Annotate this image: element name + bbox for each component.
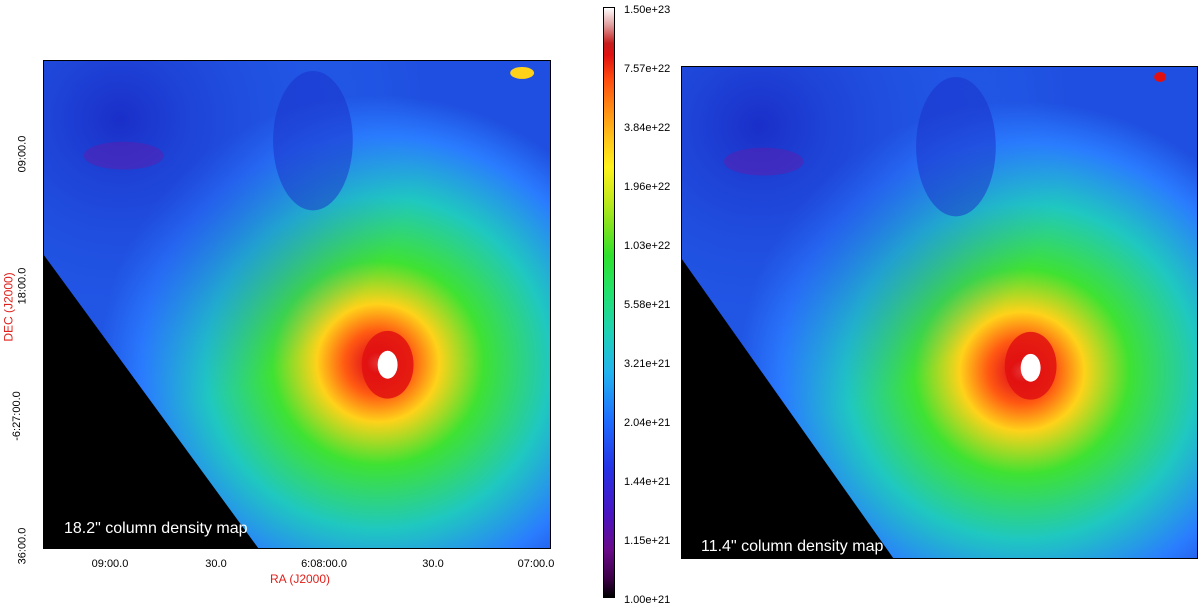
colorbar-label: 1.15e+21: [624, 535, 671, 547]
right-density-map: [681, 66, 1198, 559]
colorbar-label: 1.50e+23: [624, 4, 671, 16]
x-tick-label: 09:00.0: [91, 558, 129, 570]
x-axis-title: RA (J2000): [270, 572, 331, 586]
x-tick-label: 30.0: [205, 558, 227, 570]
colorbar-label: 3.84e+22: [624, 122, 671, 134]
x-tick-label: 6:08:00.0: [301, 558, 347, 570]
colorbar-label: 2.04e+21: [624, 417, 671, 429]
y-axis-title: DEC (J2000): [1, 272, 16, 342]
x-tick-label: 07:00.0: [517, 558, 555, 570]
colorbar-label: 1.03e+22: [624, 240, 671, 252]
left-density-map: [43, 60, 551, 549]
left-caption: 18.2" column density map: [64, 520, 248, 537]
x-tick-label: 30.0: [422, 558, 444, 570]
y-tick-label: -6:27:00.0: [10, 391, 23, 441]
colorbar-label: 1.96e+22: [624, 181, 671, 193]
y-tick-label: 09:00.0: [16, 135, 29, 173]
colorbar-label: 1.00e+21: [624, 594, 671, 606]
left-density-map-image: [44, 61, 550, 548]
y-tick-label: 36:00.0: [16, 527, 29, 565]
right-caption: 11.4" column density map: [701, 538, 884, 555]
y-tick-label: 18:00.0: [16, 267, 29, 305]
colorbar-label: 7.57e+22: [624, 63, 671, 75]
colorbar-label: 5.58e+21: [624, 299, 671, 311]
colorbar-label: 1.44e+21: [624, 476, 671, 488]
colorbar: [603, 7, 615, 598]
right-density-map-image: [682, 67, 1197, 558]
colorbar-label: 3.21e+21: [624, 358, 671, 370]
